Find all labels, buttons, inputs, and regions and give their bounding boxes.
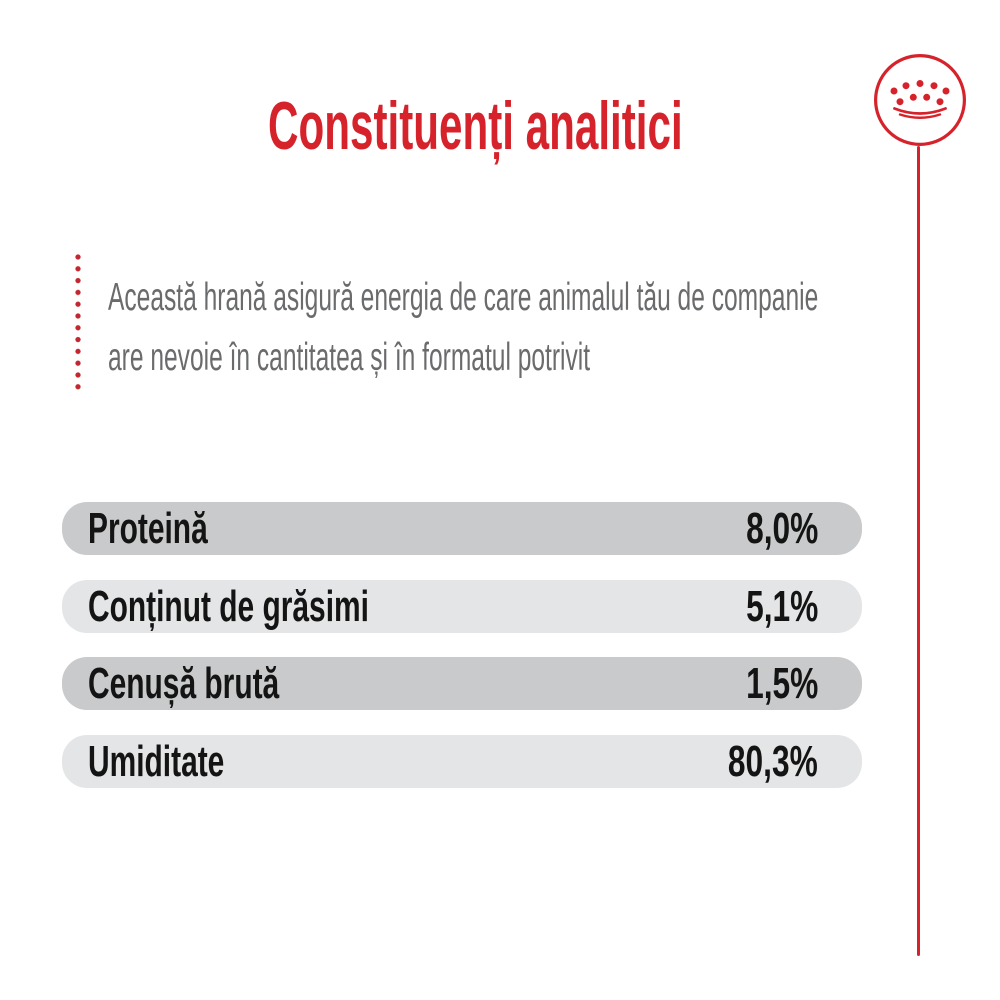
row-label: Proteină — [88, 503, 208, 553]
row-value: 8,0% — [745, 503, 818, 553]
row-value: 80,3% — [728, 736, 818, 786]
table-row-cenusa-bruta: Cenușă brută 1,5% — [62, 657, 862, 710]
intro-line-2: are nevoie în cantitatea și în formatul … — [108, 336, 591, 379]
intro-line-1: Această hrană asigură energia de care an… — [108, 276, 819, 319]
table-row-proteina: Proteină 8,0% — [62, 502, 862, 555]
row-value: 1,5% — [745, 658, 818, 708]
royal-canin-crown-icon — [873, 53, 967, 147]
page-title-text: Constituenți analitici — [267, 88, 683, 164]
row-value: 5,1% — [745, 581, 818, 631]
table-row-continut-grasimi: Conținut de grăsimi 5,1% — [62, 580, 862, 633]
table-row-umiditate: Umiditate 80,3% — [62, 735, 862, 788]
vertical-accent-rule — [917, 146, 920, 956]
dotted-accent-rule — [75, 252, 81, 393]
row-label: Umiditate — [88, 736, 225, 786]
row-label: Cenușă brută — [88, 658, 280, 708]
row-label: Conținut de grăsimi — [88, 581, 369, 631]
page-title: Constituenți analitici — [0, 92, 950, 160]
intro-paragraph: Această hrană asigură energia de care an… — [108, 268, 1000, 388]
